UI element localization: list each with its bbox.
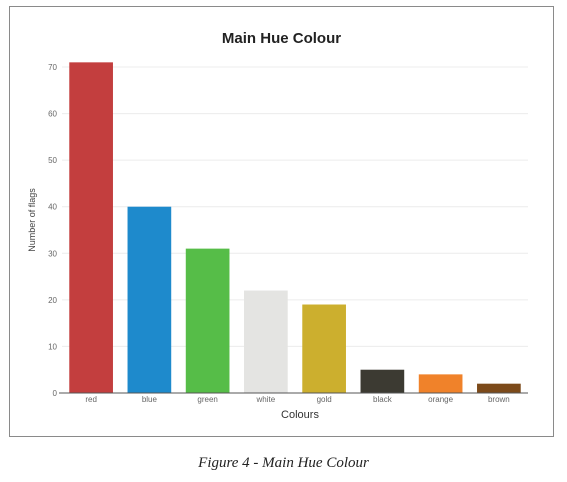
y-tick-label: 30	[48, 249, 57, 258]
bar-orange	[418, 374, 463, 393]
chart-title: Main Hue Colour	[221, 30, 342, 47]
bar-blue	[127, 206, 172, 393]
y-axis-label: Number of flags	[27, 188, 37, 252]
y-tick-label: 40	[48, 203, 57, 212]
y-tick-label: 70	[48, 63, 57, 72]
y-tick-label: 20	[48, 296, 57, 305]
x-tick-labels: red blue green white gold black orange brown	[85, 395, 509, 404]
x-tick-label-red: red	[85, 395, 97, 404]
bar-white	[244, 290, 288, 393]
x-tick-label-orange: orange	[428, 395, 453, 404]
bar-black	[360, 369, 405, 393]
x-tick-label-blue: blue	[142, 395, 158, 404]
y-tick-label: 10	[48, 342, 57, 351]
y-tick-label: 0	[53, 389, 58, 398]
x-tick-label-brown: brown	[488, 395, 510, 404]
bar-brown	[477, 383, 521, 393]
x-axis-label: Colours	[281, 409, 319, 421]
figure-caption: Figure 4 - Main Hue Colour	[198, 455, 369, 471]
x-tick-label-gold: gold	[317, 395, 332, 404]
bar-red	[69, 62, 113, 393]
x-tick-label-green: green	[197, 395, 217, 404]
bar-gold	[302, 304, 346, 393]
x-tick-label-black: black	[373, 395, 393, 404]
y-tick-labels: 0 10 20 30 40 50 60 70	[48, 63, 57, 398]
y-tick-label: 50	[48, 156, 57, 165]
bars	[69, 62, 521, 393]
y-tick-label: 60	[48, 110, 57, 119]
bar-green	[185, 248, 230, 393]
x-tick-label-white: white	[256, 395, 276, 404]
